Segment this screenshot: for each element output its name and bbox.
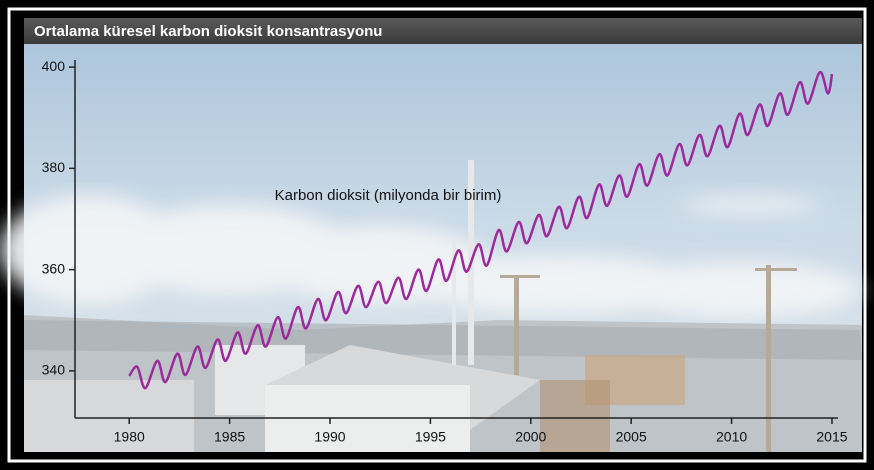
chart-title: Ortalama küresel karbon dioksit konsantr… (34, 23, 382, 40)
x-tick-label: 2015 (816, 429, 847, 445)
x-tick-label: 1990 (314, 429, 345, 445)
x-tick-label: 1980 (114, 429, 145, 445)
y-tick-label: 360 (42, 260, 66, 276)
x-tick-label: 2005 (616, 429, 647, 445)
y-tick-label: 400 (42, 58, 66, 74)
background-photo (0, 18, 862, 452)
x-tick-label: 2000 (515, 429, 546, 445)
page: {"chart_data": { "type": "line", "title"… (0, 0, 874, 470)
chart: Ortalama küresel karbon dioksit konsantr… (0, 0, 874, 470)
y-tick-label: 380 (42, 159, 66, 175)
x-tick-label: 1985 (214, 429, 245, 445)
x-tick-label: 2010 (716, 429, 747, 445)
y-tick-label: 340 (42, 362, 66, 378)
x-tick-label: 1995 (415, 429, 446, 445)
series-label: Karbon dioksit (milyonda bir birim) (275, 187, 502, 204)
